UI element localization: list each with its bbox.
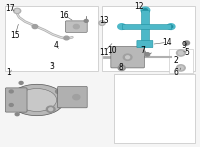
Bar (102, 6, 195, 71)
Circle shape (143, 43, 147, 46)
Text: 3: 3 (50, 62, 55, 71)
Text: 2: 2 (174, 56, 179, 65)
Bar (122, 24, 171, 29)
Circle shape (177, 50, 185, 56)
Circle shape (73, 24, 79, 29)
FancyBboxPatch shape (65, 21, 87, 32)
Circle shape (143, 9, 147, 12)
Ellipse shape (9, 84, 64, 116)
Text: 12: 12 (135, 2, 144, 11)
Circle shape (141, 42, 148, 47)
FancyBboxPatch shape (5, 88, 27, 112)
Text: 9: 9 (182, 41, 187, 50)
Circle shape (99, 21, 105, 25)
Text: 13: 13 (99, 16, 109, 25)
Bar (114, 74, 195, 143)
Circle shape (32, 25, 38, 29)
Circle shape (64, 36, 69, 40)
Circle shape (145, 53, 150, 56)
Bar (141, 10, 149, 42)
Circle shape (84, 19, 88, 22)
Circle shape (14, 8, 21, 14)
Circle shape (169, 25, 173, 28)
Circle shape (73, 95, 80, 100)
Text: 16: 16 (60, 11, 69, 20)
Bar (169, 49, 193, 73)
Text: 1: 1 (6, 68, 10, 77)
Ellipse shape (17, 89, 57, 111)
Text: 15: 15 (10, 31, 20, 40)
Text: 11: 11 (99, 48, 109, 57)
Circle shape (15, 9, 19, 12)
Circle shape (46, 106, 55, 112)
FancyBboxPatch shape (137, 40, 153, 48)
Circle shape (9, 103, 13, 106)
FancyBboxPatch shape (58, 86, 87, 108)
Text: 4: 4 (54, 41, 59, 50)
FancyBboxPatch shape (111, 47, 144, 68)
Bar (5, 6, 98, 71)
Circle shape (141, 7, 150, 13)
Circle shape (15, 113, 19, 116)
Circle shape (56, 89, 62, 94)
Circle shape (118, 24, 126, 29)
Text: 8: 8 (119, 63, 123, 72)
Circle shape (177, 65, 185, 71)
Circle shape (126, 56, 130, 59)
Circle shape (167, 24, 175, 29)
Circle shape (100, 22, 104, 24)
Circle shape (120, 67, 123, 69)
Circle shape (178, 66, 183, 70)
Text: 17: 17 (5, 4, 15, 12)
Text: 10: 10 (107, 46, 117, 55)
Circle shape (49, 108, 53, 111)
Text: 5: 5 (184, 48, 189, 57)
Circle shape (178, 51, 183, 55)
Circle shape (123, 54, 132, 60)
Circle shape (19, 81, 23, 84)
Text: 7: 7 (140, 46, 145, 55)
Circle shape (184, 41, 190, 45)
Circle shape (9, 90, 13, 93)
Circle shape (118, 65, 125, 70)
Text: 6: 6 (174, 68, 179, 77)
Text: 14: 14 (162, 38, 172, 47)
